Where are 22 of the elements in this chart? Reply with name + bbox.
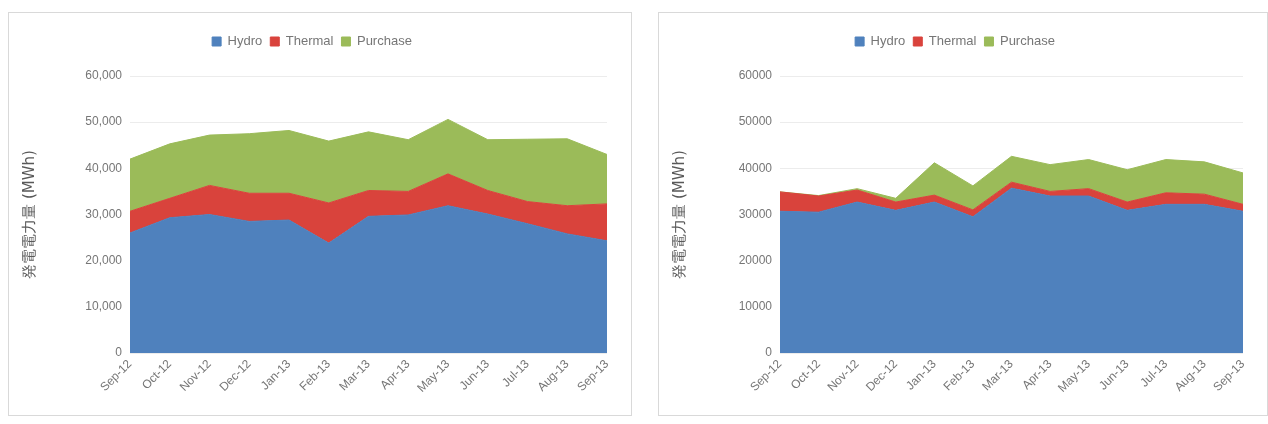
legend-label: Thermal: [928, 33, 977, 49]
y-tick-label: 20,000: [85, 252, 123, 267]
legend-label: Hydro: [870, 33, 906, 49]
y-axis-title: 発電電力量 (MWh): [19, 150, 38, 279]
y-tick-label: 30000: [738, 206, 773, 221]
y-tick-label: 20000: [738, 252, 773, 267]
legend-label: Purchase: [999, 33, 1055, 49]
y-tick-label: 10000: [738, 299, 773, 314]
legend-label: Thermal: [285, 33, 334, 49]
y-tick-label: 40000: [738, 160, 773, 175]
y-tick-label: 60000: [738, 68, 773, 83]
y-tick-label: 0: [115, 345, 123, 360]
y-tick-label: 50,000: [85, 114, 123, 129]
legend-label: Hydro: [227, 33, 263, 49]
y-tick-label: 50000: [738, 114, 773, 129]
y-tick-label: 10,000: [85, 299, 123, 314]
y-axis-title: 発電電力量 (MWh): [669, 150, 688, 279]
y-tick-label: 60,000: [85, 68, 123, 83]
legend-label: Purchase: [356, 33, 412, 49]
y-tick-label: 30,000: [85, 206, 123, 221]
y-tick-label: 40,000: [85, 160, 123, 175]
y-tick-label: 0: [765, 345, 773, 360]
